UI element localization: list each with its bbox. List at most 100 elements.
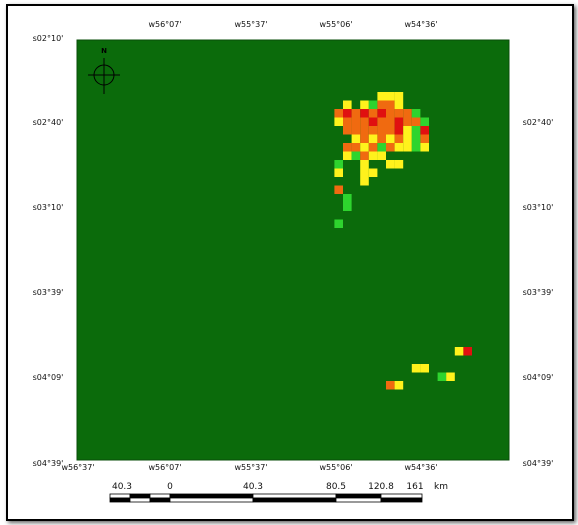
raster-cell-orange (386, 381, 395, 390)
raster-cell-orange (377, 117, 386, 126)
scale-segment (169, 497, 254, 503)
raster-cell-green (351, 151, 361, 160)
raster-cell-orange (386, 117, 395, 126)
north-label: N (101, 47, 107, 55)
map-area[interactable] (76, 39, 510, 461)
scale-segment (149, 497, 171, 503)
raster-cell-yellow (403, 134, 412, 143)
raster-cell-orange (386, 126, 395, 135)
raster-cell-orange (360, 151, 369, 160)
left-latitude-labels: s02°10' s02°40' s03°10' s03°39' s04°09' … (33, 34, 64, 468)
raster-cell-orange (377, 134, 386, 143)
raster-cell-yellow (386, 160, 395, 169)
raster-cell-yellow (368, 168, 378, 177)
raster-cell-yellow (343, 100, 352, 109)
scale-segment (252, 497, 337, 503)
raster-cell-yellow (394, 100, 404, 109)
raster-cell-orange (377, 100, 386, 109)
scale-segment (252, 493, 337, 499)
scale-segment (380, 493, 423, 499)
raster-cell-red (394, 117, 404, 126)
lat-label: s02°10' (33, 34, 64, 43)
scale-label: 161 (406, 482, 423, 492)
raster-cell-green (411, 143, 421, 152)
scale-segment (129, 493, 151, 499)
scale-label: 120.8 (368, 482, 394, 492)
raster-cell-yellow (411, 364, 421, 373)
raster-cell-green (411, 134, 421, 143)
raster-cell-orange (334, 109, 343, 118)
raster-cell-orange (351, 109, 361, 118)
raster-cell-green (437, 372, 447, 381)
raster-cell-yellow (420, 364, 429, 373)
lon-label: w56°07' (148, 20, 181, 29)
lon-label: w55°37' (234, 20, 267, 29)
raster-cell-yellow (360, 160, 369, 169)
scale-label: 0 (167, 482, 173, 492)
raster-cell-yellow (334, 168, 343, 177)
lon-label: w55°06' (319, 20, 352, 29)
lon-label: w55°06' (319, 463, 352, 472)
raster-cell-yellow (394, 143, 404, 152)
scale-bar: 40.3 0 40.3 80.5 120.8 161 km (109, 482, 448, 503)
raster-cell-yellow (334, 117, 343, 126)
lat-label: s02°40' (523, 118, 554, 127)
raster-cell-orange (403, 117, 412, 126)
raster-cell-yellow (454, 347, 464, 356)
raster-cell-red (394, 126, 404, 135)
raster-cell-orange (360, 134, 369, 143)
raster-cell-yellow (394, 381, 404, 390)
lat-label: s04°39' (33, 459, 64, 468)
raster-cell-orange (386, 143, 395, 152)
raster-cell-green (411, 126, 421, 135)
raster-cell-orange (351, 126, 361, 135)
raster-cell-yellow (360, 100, 369, 109)
raster-cell-green (343, 202, 352, 211)
scale-segment (109, 497, 131, 503)
raster-cell-green (411, 109, 421, 118)
raster-cell-yellow (420, 143, 429, 152)
raster-cell-yellow (394, 160, 404, 169)
lat-label: s03°10' (33, 203, 64, 212)
north-arrow-icon: N (88, 47, 120, 94)
raster-cell-yellow (368, 151, 378, 160)
raster-cell-yellow (446, 372, 455, 381)
scale-segment (129, 497, 151, 503)
raster-cell-orange (386, 109, 395, 118)
raster-cell-orange (334, 185, 343, 194)
lon-label: w54°36' (404, 20, 437, 29)
raster-cell-green (377, 143, 386, 152)
bottom-longitude-labels: w56°37' w56°07' w55°37' w55°06' w54°36' (61, 463, 437, 472)
raster-cell-orange (343, 143, 352, 152)
raster-cell-red (360, 109, 369, 118)
lon-label: w56°37' (61, 463, 94, 472)
lon-label: w54°36' (404, 463, 437, 472)
raster-cell-red (420, 126, 429, 135)
raster-cell-yellow (386, 134, 395, 143)
raster-cell-orange (394, 134, 404, 143)
lon-label: w55°37' (234, 463, 267, 472)
lat-label: s04°39' (523, 459, 554, 468)
raster-cell-yellow (360, 177, 369, 186)
raster-cell-yellow (360, 168, 369, 177)
scale-label: 40.3 (112, 482, 132, 492)
raster-cell-orange (386, 100, 395, 109)
scale-label: 40.3 (243, 482, 263, 492)
raster-cell-yellow (360, 143, 369, 152)
scale-segment (109, 493, 131, 499)
raster-cell-orange (368, 126, 378, 135)
lat-label: s03°39' (523, 288, 554, 297)
lat-label: s03°39' (33, 288, 64, 297)
raster-cell-yellow (368, 134, 378, 143)
raster-cell-yellow (377, 92, 386, 101)
raster-cells (334, 92, 472, 390)
raster-cell-red (343, 109, 352, 118)
raster-cell-orange (368, 143, 378, 152)
lon-label: w56°07' (148, 463, 181, 472)
lat-label: s04°09' (33, 373, 64, 382)
scale-segment (335, 493, 382, 499)
scale-segment (149, 493, 171, 499)
lat-label: s03°10' (523, 203, 554, 212)
scale-label: 80.5 (326, 482, 346, 492)
